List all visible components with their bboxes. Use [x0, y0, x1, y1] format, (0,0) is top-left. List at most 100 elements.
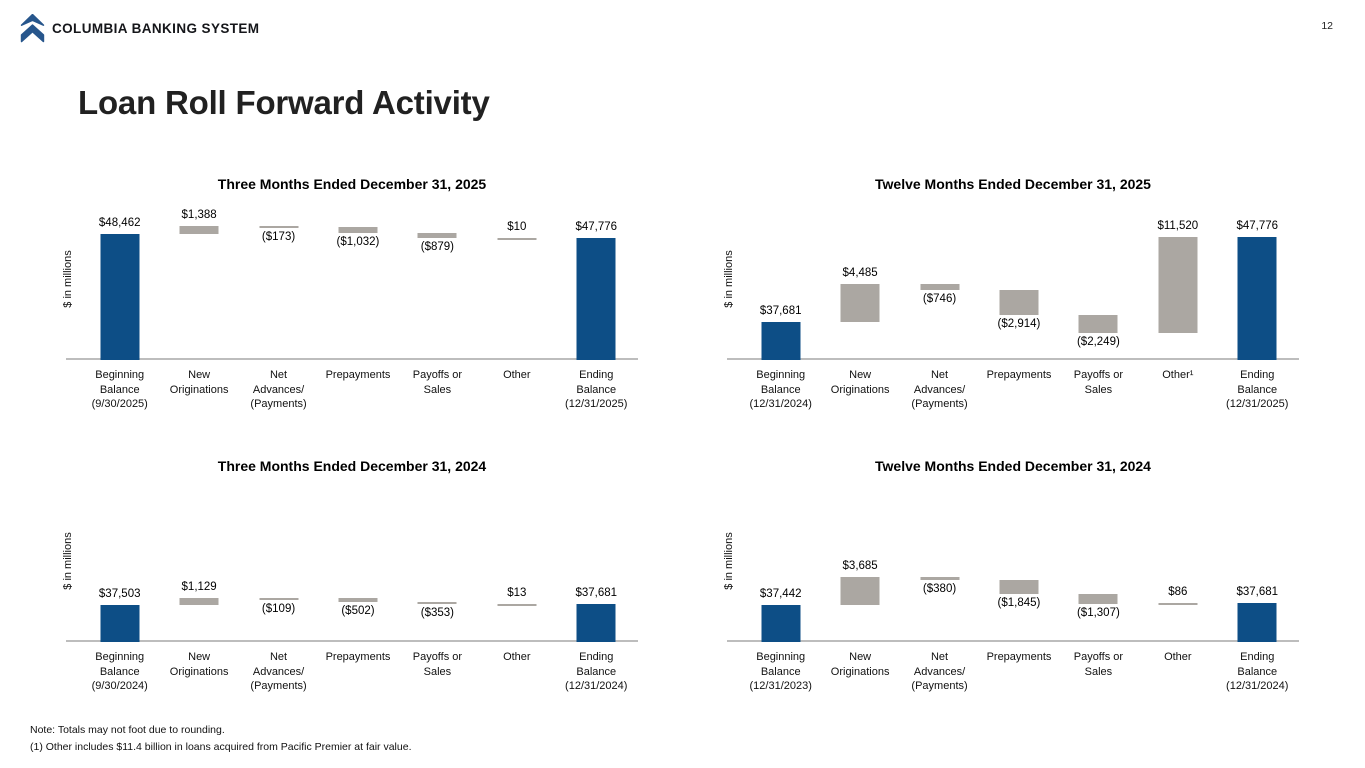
category-label: Prepayments — [986, 651, 1052, 663]
header: COLUMBIA BANKING SYSTEM — [20, 14, 259, 43]
chart-title: Three Months Ended December 31, 2025 — [217, 176, 487, 192]
plot-area: $37,503 $1,129 ($109) ($502) ($353) $13 $37,68… — [66, 480, 638, 642]
value-label: $86 — [1168, 586, 1188, 599]
category-label: Beginning Balance (9/30/2024) — [91, 651, 148, 692]
waterfall-column: ($1,307) — [1059, 480, 1138, 642]
waterfall-column: $1,388 — [159, 198, 238, 360]
chart-title: Twelve Months Ended December 31, 2025 — [875, 176, 1151, 192]
value-label: ($2,249) — [1076, 336, 1120, 349]
brand-name: COLUMBIA BANKING SYSTEM — [52, 21, 260, 36]
waterfall-column: $1,129 — [159, 480, 238, 642]
category-label: Net Advances/(Payments) — [250, 369, 307, 410]
category-label: Prepayments — [986, 369, 1052, 381]
chart-title: Three Months Ended December 31, 2024 — [217, 458, 487, 474]
total-bar — [576, 603, 616, 642]
value-label: $37,681 — [1236, 586, 1279, 599]
delta-bar — [338, 227, 378, 234]
delta-bar — [840, 283, 880, 322]
waterfall-column: ($173) — [239, 198, 318, 360]
value-label: $13 — [507, 586, 527, 599]
category-label: New Originations — [830, 651, 890, 678]
plot-area: $37,681 $4,485 ($746) ($2,914) ($2,249) $11,5… — [727, 198, 1299, 360]
category-label: Payoffs or Sales — [412, 651, 463, 678]
page-title: Loan Roll Forward Activity — [78, 84, 490, 121]
waterfall-column: ($879) — [398, 198, 477, 360]
plot-area: $37,442 $3,685 ($380) ($1,845) ($1,307) $86 $3… — [727, 480, 1299, 642]
category-label: Beginning Balance (12/31/2023) — [749, 651, 812, 692]
delta-bar — [179, 226, 219, 235]
delta-bar — [1158, 237, 1198, 334]
total-bar — [761, 605, 801, 642]
value-label: $47,776 — [575, 221, 618, 234]
delta-bar — [920, 283, 960, 291]
total-bar — [761, 321, 801, 360]
waterfall-column: $3,685 — [820, 480, 899, 642]
category-label: Net Advances/(Payments) — [911, 369, 968, 410]
x-axis-line — [66, 640, 638, 642]
delta-bar — [259, 597, 299, 600]
waterfall-column: ($2,914) — [979, 198, 1058, 360]
waterfall-column: ($380) — [900, 480, 979, 642]
category-label: Payoffs or Sales — [1073, 651, 1124, 678]
value-label: ($353) — [420, 606, 455, 619]
chart-twelve-months-ended-dec-31-2025: Twelve Months Ended December 31, 2025 $ … — [703, 176, 1323, 422]
waterfall-column: $47,776 — [1218, 198, 1297, 360]
waterfall-column: $37,442 — [741, 480, 820, 642]
x-axis-line — [727, 358, 1299, 360]
waterfall-column: $13 — [477, 480, 556, 642]
category-label: Other — [503, 651, 531, 663]
category-label: Net Advances/(Payments) — [250, 651, 307, 692]
category-label: Other — [503, 369, 531, 381]
category-label: Ending Balance (12/31/2024) — [1226, 651, 1289, 692]
category-label: Ending Balance (12/31/2025) — [1226, 369, 1289, 410]
waterfall-column: ($502) — [318, 480, 397, 642]
waterfall-column: $86 — [1138, 480, 1217, 642]
delta-bar — [999, 290, 1039, 315]
value-label: $10 — [507, 221, 527, 234]
value-label: $1,129 — [181, 580, 217, 593]
category-label: Payoffs or Sales — [1073, 369, 1124, 396]
category-label: New Originations — [830, 369, 890, 396]
delta-bar — [179, 597, 219, 605]
value-label: $4,485 — [842, 266, 878, 279]
category-label: Other — [1164, 651, 1192, 663]
waterfall-column: $37,503 — [80, 480, 159, 642]
delta-bar — [1158, 603, 1198, 606]
category-axis: Beginning Balance (9/30/2025) New Originatio… — [80, 368, 636, 412]
value-label: $48,462 — [98, 217, 141, 230]
category-label: Prepayments — [325, 651, 391, 663]
value-label: $37,442 — [759, 588, 802, 601]
footnotes: Note: Totals may not foot due to roundin… — [30, 722, 411, 755]
value-label: $11,520 — [1157, 220, 1199, 233]
category-label: Beginning Balance (12/31/2024) — [749, 369, 812, 410]
category-label: Other¹ — [1162, 369, 1194, 381]
delta-bar — [999, 579, 1039, 594]
value-label: $37,503 — [98, 587, 141, 600]
delta-bar — [497, 238, 537, 241]
value-label: $37,681 — [759, 304, 802, 317]
value-label: ($1,032) — [336, 236, 380, 249]
value-label: ($109) — [261, 602, 296, 615]
total-bar — [1237, 603, 1277, 642]
category-label: Beginning Balance (9/30/2025) — [91, 369, 148, 410]
chart-three-months-ended-dec-31-2025: Three Months Ended December 31, 2025 $ i… — [42, 176, 662, 422]
x-axis-line — [727, 640, 1299, 642]
delta-bar — [417, 233, 457, 239]
value-label: $3,685 — [842, 559, 878, 572]
waterfall-column: $48,462 — [80, 198, 159, 360]
footnote-other-definition: (1) Other includes $11.4 billion in loan… — [30, 740, 412, 753]
category-axis: Beginning Balance (12/31/2023) New Originati… — [741, 650, 1297, 694]
columbia-logo-icon — [20, 14, 45, 43]
delta-bar — [920, 576, 960, 580]
page-number: 12 — [1321, 20, 1333, 32]
chart-twelve-months-ended-dec-31-2024: Twelve Months Ended December 31, 2024 $ … — [703, 458, 1323, 704]
value-label: ($1,845) — [997, 596, 1041, 609]
delta-bar — [338, 598, 378, 602]
waterfall-column: ($1,032) — [318, 198, 397, 360]
value-label: ($173) — [261, 231, 296, 244]
category-axis: Beginning Balance (9/30/2024) New Originatio… — [80, 650, 636, 694]
value-label: $37,681 — [575, 586, 618, 599]
delta-bar — [497, 603, 537, 606]
category-label: Net Advances/(Payments) — [911, 651, 968, 692]
category-label: Prepayments — [325, 369, 391, 381]
